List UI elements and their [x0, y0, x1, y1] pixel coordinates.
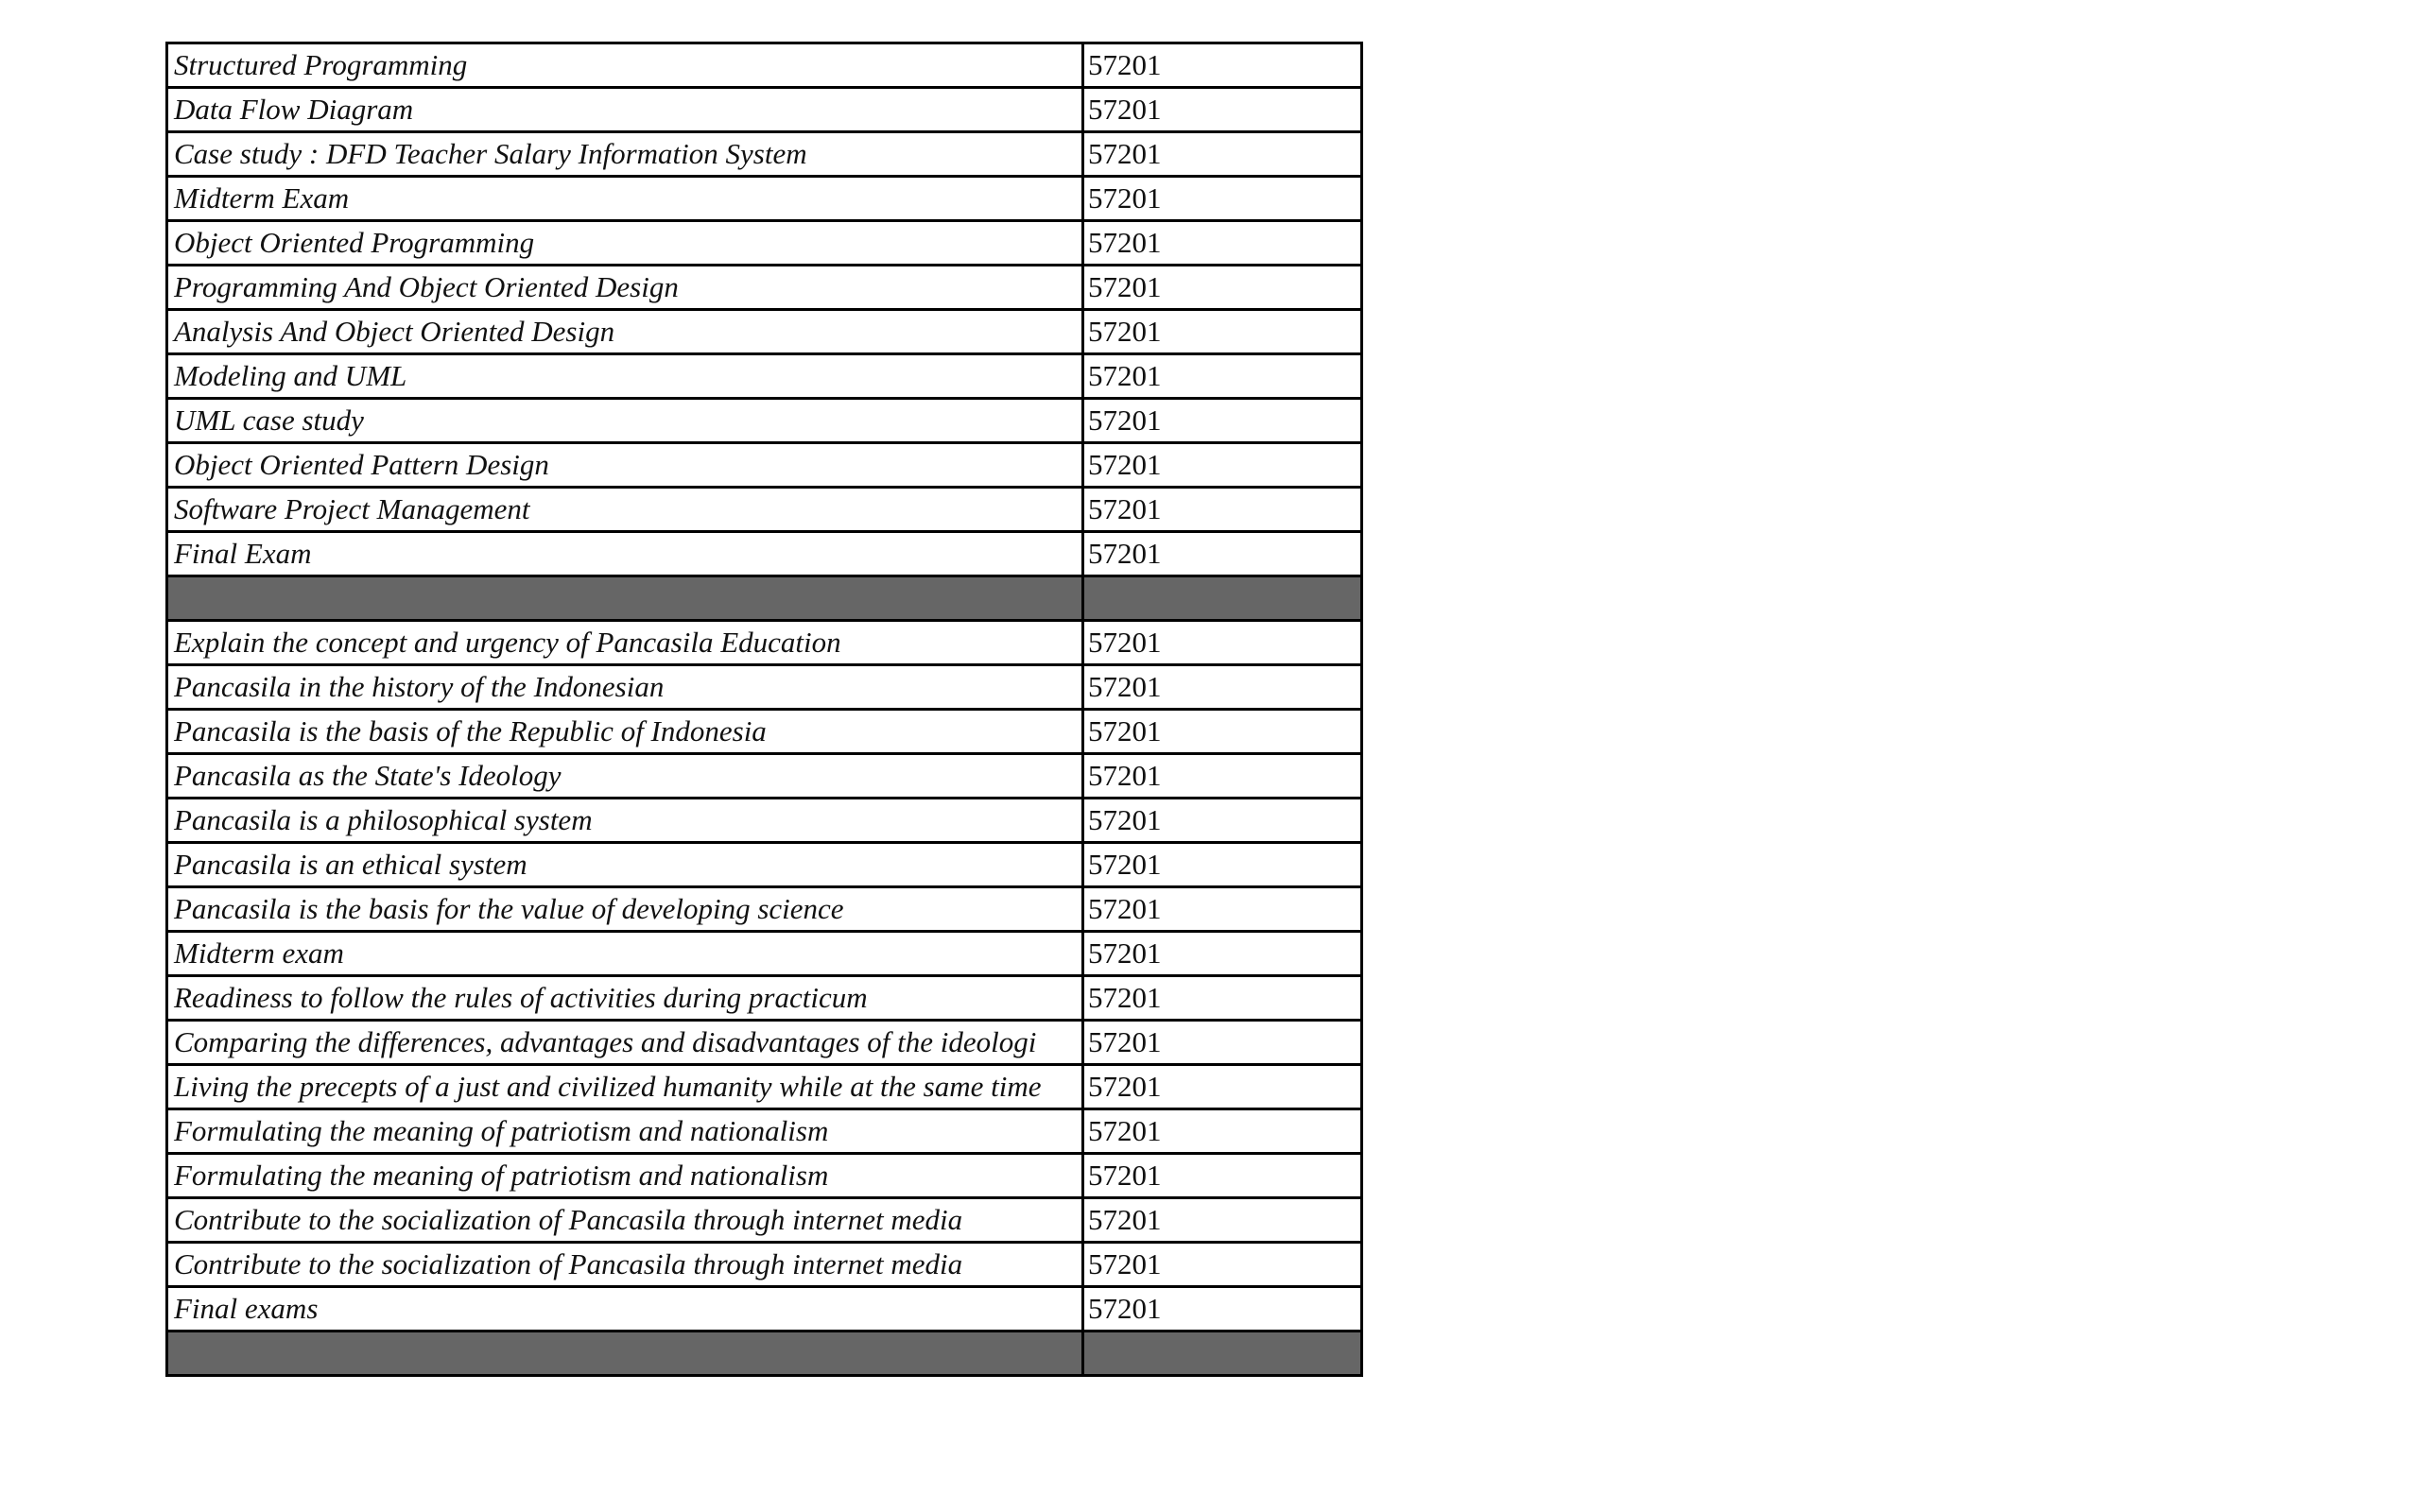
table-row: Modeling and UML 57201	[165, 352, 1363, 400]
table-row: Pancasila is a philosophical system 57201	[165, 797, 1363, 844]
topic-cell: Analysis And Object Oriented Design	[165, 308, 1084, 355]
topic-cell: Pancasila is the basis of the Republic o…	[165, 708, 1084, 755]
code-cell: 57201	[1081, 974, 1363, 1022]
code-cell: 57201	[1081, 663, 1363, 711]
topic-cell: Contribute to the socialization of Panca…	[165, 1196, 1084, 1244]
code-cell: 57201	[1081, 530, 1363, 577]
table-body: Structured Programming 57201 Data Flow Dia…	[165, 42, 1363, 1377]
table-row: Final exams 57201	[165, 1285, 1363, 1332]
table-row: Structured Programming 57201	[165, 42, 1363, 89]
table-row: Formulating the meaning of patriotism an…	[165, 1108, 1363, 1155]
topic-cell: Living the precepts of a just and civili…	[165, 1063, 1084, 1110]
separator-cell	[1081, 1330, 1363, 1377]
topic-cell: Structured Programming	[165, 42, 1084, 89]
code-cell: 57201	[1081, 175, 1363, 222]
table-row: Data Flow Diagram 57201	[165, 86, 1363, 133]
topic-cell: Contribute to the socialization of Panca…	[165, 1241, 1084, 1288]
topic-cell: Formulating the meaning of patriotism an…	[165, 1152, 1084, 1199]
code-cell: 57201	[1081, 352, 1363, 400]
code-cell: 57201	[1081, 1241, 1363, 1288]
table-row: Pancasila is the basis for the value of …	[165, 885, 1363, 933]
table-row: Readiness to follow the rules of activit…	[165, 974, 1363, 1022]
code-cell: 57201	[1081, 397, 1363, 444]
topic-cell: Pancasila in the history of the Indonesi…	[165, 663, 1084, 711]
separator-row	[165, 575, 1363, 622]
code-cell: 57201	[1081, 441, 1363, 489]
topic-cell: Readiness to follow the rules of activit…	[165, 974, 1084, 1022]
code-cell: 57201	[1081, 86, 1363, 133]
topic-cell: Object Oriented Pattern Design	[165, 441, 1084, 489]
table-row: Formulating the meaning of patriotism an…	[165, 1152, 1363, 1199]
topic-cell: Comparing the differences, advantages an…	[165, 1019, 1084, 1066]
table-row: Analysis And Object Oriented Design 57201	[165, 308, 1363, 355]
topic-cell: Final Exam	[165, 530, 1084, 577]
topic-cell: Formulating the meaning of patriotism an…	[165, 1108, 1084, 1155]
table-row: Pancasila is an ethical system 57201	[165, 841, 1363, 888]
topic-cell: Pancasila is the basis for the value of …	[165, 885, 1084, 933]
topic-cell: Midterm Exam	[165, 175, 1084, 222]
separator-cell	[165, 1330, 1084, 1377]
topic-cell: UML case study	[165, 397, 1084, 444]
table-row: Midterm exam 57201	[165, 930, 1363, 977]
topic-cell: Software Project Management	[165, 486, 1084, 533]
code-cell: 57201	[1081, 264, 1363, 311]
table-row: Comparing the differences, advantages an…	[165, 1019, 1363, 1066]
course-topic-table: Structured Programming 57201 Data Flow Dia…	[165, 42, 1363, 1377]
code-cell: 57201	[1081, 1063, 1363, 1110]
table-row: Object Oriented Pattern Design 57201	[165, 441, 1363, 489]
code-cell: 57201	[1081, 797, 1363, 844]
code-cell: 57201	[1081, 885, 1363, 933]
topic-cell: Explain the concept and urgency of Panca…	[165, 619, 1084, 666]
code-cell: 57201	[1081, 486, 1363, 533]
table-row: Pancasila as the State's Ideology 57201	[165, 752, 1363, 799]
code-cell: 57201	[1081, 841, 1363, 888]
topic-cell: Pancasila as the State's Ideology	[165, 752, 1084, 799]
separator-row	[165, 1330, 1363, 1377]
separator-cell	[1081, 575, 1363, 622]
code-cell: 57201	[1081, 1152, 1363, 1199]
topic-cell: Final exams	[165, 1285, 1084, 1332]
code-cell: 57201	[1081, 1196, 1363, 1244]
topic-cell: Pancasila is a philosophical system	[165, 797, 1084, 844]
table-row: UML case study 57201	[165, 397, 1363, 444]
topic-cell: Case study : DFD Teacher Salary Informat…	[165, 130, 1084, 178]
topic-cell: Pancasila is an ethical system	[165, 841, 1084, 888]
table-row: Programming And Object Oriented Design 57…	[165, 264, 1363, 311]
table-row: Case study : DFD Teacher Salary Informat…	[165, 130, 1363, 178]
topic-cell: Object Oriented Programming	[165, 219, 1084, 266]
code-cell: 57201	[1081, 308, 1363, 355]
table-row: Pancasila is the basis of the Republic o…	[165, 708, 1363, 755]
topic-cell: Midterm exam	[165, 930, 1084, 977]
table-row: Contribute to the socialization of Panca…	[165, 1241, 1363, 1288]
table-row: Final Exam 57201	[165, 530, 1363, 577]
table-row: Pancasila in the history of the Indonesi…	[165, 663, 1363, 711]
code-cell: 57201	[1081, 619, 1363, 666]
table-row: Software Project Management 57201	[165, 486, 1363, 533]
code-cell: 57201	[1081, 1019, 1363, 1066]
table-row: Object Oriented Programming 57201	[165, 219, 1363, 266]
code-cell: 57201	[1081, 930, 1363, 977]
code-cell: 57201	[1081, 130, 1363, 178]
table-row: Explain the concept and urgency of Panca…	[165, 619, 1363, 666]
code-cell: 57201	[1081, 708, 1363, 755]
topic-cell: Modeling and UML	[165, 352, 1084, 400]
table-row: Living the precepts of a just and civili…	[165, 1063, 1363, 1110]
code-cell: 57201	[1081, 1108, 1363, 1155]
topic-cell: Programming And Object Oriented Design	[165, 264, 1084, 311]
topic-cell: Data Flow Diagram	[165, 86, 1084, 133]
table-row: Contribute to the socialization of Panca…	[165, 1196, 1363, 1244]
code-cell: 57201	[1081, 1285, 1363, 1332]
code-cell: 57201	[1081, 752, 1363, 799]
code-cell: 57201	[1081, 219, 1363, 266]
separator-cell	[165, 575, 1084, 622]
table-row: Midterm Exam 57201	[165, 175, 1363, 222]
code-cell: 57201	[1081, 42, 1363, 89]
